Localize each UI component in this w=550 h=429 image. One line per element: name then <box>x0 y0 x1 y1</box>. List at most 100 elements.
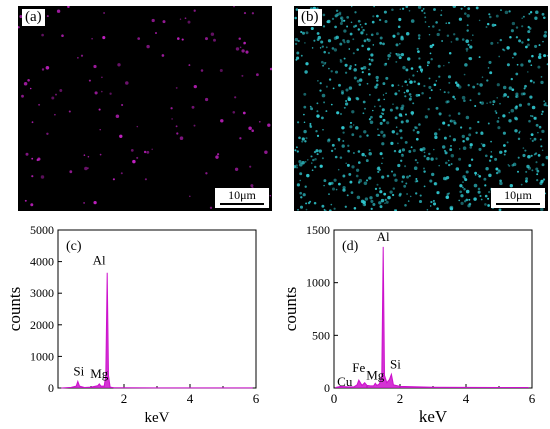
map-dot <box>299 191 303 195</box>
map-dot <box>405 119 409 123</box>
map-dot <box>387 54 391 58</box>
map-dot <box>546 104 548 107</box>
map-dot <box>301 140 304 143</box>
x-tick-label: 4 <box>187 391 194 406</box>
map-dot <box>430 57 433 61</box>
map-dot <box>338 11 342 15</box>
map-dot <box>36 158 39 162</box>
map-dot <box>295 8 299 11</box>
map-dot <box>346 163 350 167</box>
map-dot <box>304 70 308 74</box>
map-dot <box>382 134 386 138</box>
map-dot <box>479 101 482 104</box>
map-dot <box>426 64 429 67</box>
map-dot <box>389 108 393 112</box>
map-dot <box>233 6 235 8</box>
map-dot <box>327 51 331 55</box>
map-dot <box>315 149 319 153</box>
map-dot <box>543 103 547 107</box>
map-dot <box>331 187 336 191</box>
map-dot <box>219 68 223 73</box>
map-dot <box>189 195 191 198</box>
y-axis-label: counts <box>281 287 300 331</box>
map-dot <box>356 48 359 51</box>
map-dot <box>520 63 524 67</box>
map-dot <box>364 107 366 110</box>
map-dot <box>151 148 153 151</box>
map-dot <box>462 175 466 179</box>
map-dot <box>502 131 506 135</box>
map-dot <box>393 149 397 153</box>
map-dot <box>417 82 421 86</box>
map-dot <box>484 184 487 187</box>
map-dot <box>311 47 314 49</box>
map-dot <box>513 52 517 56</box>
map-dot <box>330 203 333 206</box>
map-dot <box>525 177 529 181</box>
map-dot <box>518 130 521 133</box>
map-dot <box>220 119 224 123</box>
map-dot <box>403 91 406 94</box>
map-dot <box>497 169 501 174</box>
map-dot <box>200 69 204 72</box>
map-dot <box>333 48 338 52</box>
map-dot <box>399 129 403 133</box>
map-dot <box>474 171 477 175</box>
map-dot <box>342 140 345 142</box>
map-dot <box>316 153 319 156</box>
map-dot <box>511 88 515 92</box>
map-dot <box>460 7 463 10</box>
map-dot <box>508 10 511 13</box>
map-dot <box>335 9 339 13</box>
map-dot <box>68 110 71 113</box>
map-dot <box>506 141 509 144</box>
map-dot <box>524 149 527 152</box>
map-dot <box>530 133 534 137</box>
map-dot <box>381 175 385 179</box>
map-dot <box>325 46 328 49</box>
map-dot <box>465 170 469 174</box>
map-dot <box>350 21 353 24</box>
map-dot <box>383 98 385 101</box>
map-dot <box>521 41 524 44</box>
map-dot <box>463 200 467 203</box>
map-dot <box>379 152 383 156</box>
map-dot <box>356 79 360 83</box>
map-dot <box>328 67 330 70</box>
map-dot <box>352 38 355 41</box>
map-dot <box>179 18 182 20</box>
map-dot <box>401 85 404 88</box>
map-dot <box>322 64 325 67</box>
map-dot <box>311 162 313 164</box>
map-dot <box>448 192 450 195</box>
map-dot <box>331 17 335 21</box>
map-dot <box>339 112 343 116</box>
map-dot <box>475 6 479 10</box>
map-dot <box>41 33 44 37</box>
map-dot <box>328 209 332 211</box>
map-dot <box>392 187 396 190</box>
map-dot <box>489 71 493 75</box>
map-dot <box>531 54 534 58</box>
map-dot <box>529 79 533 83</box>
map-dot <box>349 64 352 68</box>
panel-label: (d) <box>342 239 359 254</box>
map-dot <box>400 106 404 111</box>
map-dot <box>358 78 363 82</box>
map-dot <box>394 116 398 120</box>
map-dot <box>83 201 86 204</box>
map-dot <box>508 119 512 123</box>
map-dot <box>251 129 254 132</box>
map-dot <box>391 130 395 134</box>
map-dot <box>341 144 345 148</box>
map-dot <box>521 25 524 28</box>
map-dot <box>366 82 369 85</box>
map-dot <box>530 64 533 67</box>
map-dot <box>381 162 383 165</box>
map-dot <box>454 81 458 84</box>
map-dot <box>40 175 45 179</box>
map-dot <box>452 6 457 8</box>
map-dot <box>305 62 309 66</box>
map-dot <box>412 74 415 77</box>
map-dot <box>416 130 420 134</box>
